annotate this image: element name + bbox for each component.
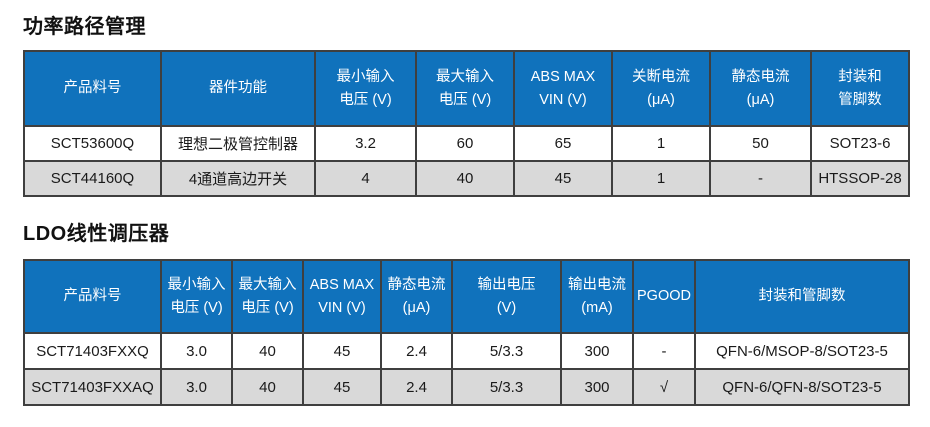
cell-min-input-voltage: 3.0 [160, 368, 233, 406]
col-header-max-input-voltage: 最大输入 电压 (V) [231, 259, 304, 334]
col-header-pgood: PGOOD [632, 259, 696, 334]
cell-min-input-voltage: 4 [314, 160, 417, 197]
cell-device-function: 4通道高边开关 [160, 160, 316, 197]
cell-shutdown-current: 1 [611, 125, 711, 162]
cell-part-number: SCT71403FXXQ [23, 332, 162, 370]
col-header-output-current: 输出电流 (mA) [560, 259, 634, 334]
table-row: SCT53600Q 理想二极管控制器 3.2 60 65 1 50 SOT23-… [23, 125, 910, 162]
col-header-abs-max-vin: ABS MAX VIN (V) [513, 50, 613, 127]
table-row: SCT71403FXXQ 3.0 40 45 2.4 5/3.3 300 - Q… [23, 332, 910, 370]
table-row: SCT71403FXXAQ 3.0 40 45 2.4 5/3.3 300 √ … [23, 368, 910, 406]
col-header-min-input-voltage: 最小输入 电压 (V) [160, 259, 233, 334]
cell-min-input-voltage: 3.0 [160, 332, 233, 370]
col-header-part-number: 产品料号 [23, 50, 162, 127]
cell-abs-max-vin: 65 [513, 125, 613, 162]
cell-part-number: SCT44160Q [23, 160, 162, 197]
cell-pgood: - [632, 332, 696, 370]
cell-part-number: SCT53600Q [23, 125, 162, 162]
cell-abs-max-vin: 45 [302, 332, 382, 370]
col-header-shutdown-current: 关断电流 (μA) [611, 50, 711, 127]
cell-abs-max-vin: 45 [513, 160, 613, 197]
cell-shutdown-current: 1 [611, 160, 711, 197]
cell-output-current: 300 [560, 332, 634, 370]
cell-pgood: √ [632, 368, 696, 406]
table-header-row: 产品料号 器件功能 最小输入 电压 (V) 最大输入 电压 (V) ABS MA… [23, 50, 910, 127]
cell-quiescent-current: 2.4 [380, 368, 453, 406]
cell-output-current: 300 [560, 368, 634, 406]
cell-package-pins: HTSSOP-28 [810, 160, 910, 197]
col-header-max-input-voltage: 最大输入 电压 (V) [415, 50, 515, 127]
cell-abs-max-vin: 45 [302, 368, 382, 406]
col-header-device-function: 器件功能 [160, 50, 316, 127]
power-path-table: 产品料号 器件功能 最小输入 电压 (V) 最大输入 电压 (V) ABS MA… [23, 50, 910, 197]
col-header-part-number: 产品料号 [23, 259, 162, 334]
col-header-package-pins: 封装和 管脚数 [810, 50, 910, 127]
section-title-ldo: LDO线性调压器 [23, 223, 170, 245]
section-title-power-path: 功率路径管理 [23, 16, 146, 38]
col-header-quiescent-current: 静态电流 (μA) [380, 259, 453, 334]
ldo-table: 产品料号 最小输入 电压 (V) 最大输入 电压 (V) ABS MAX VIN… [23, 259, 910, 406]
cell-package-pins: SOT23-6 [810, 125, 910, 162]
cell-output-voltage: 5/3.3 [451, 368, 562, 406]
cell-min-input-voltage: 3.2 [314, 125, 417, 162]
cell-max-input-voltage: 40 [231, 332, 304, 370]
col-header-quiescent-current: 静态电流 (μA) [709, 50, 812, 127]
table-row: SCT44160Q 4通道高边开关 4 40 45 1 - HTSSOP-28 [23, 160, 910, 197]
col-header-min-input-voltage: 最小输入 电压 (V) [314, 50, 417, 127]
cell-max-input-voltage: 60 [415, 125, 515, 162]
table-header-row: 产品料号 最小输入 电压 (V) 最大输入 电压 (V) ABS MAX VIN… [23, 259, 910, 334]
col-header-output-voltage: 输出电压 (V) [451, 259, 562, 334]
cell-package-pins: QFN-6/MSOP-8/SOT23-5 [694, 332, 910, 370]
cell-part-number: SCT71403FXXAQ [23, 368, 162, 406]
cell-quiescent-current: 50 [709, 125, 812, 162]
col-header-package-pins: 封装和管脚数 [694, 259, 910, 334]
col-header-abs-max-vin: ABS MAX VIN (V) [302, 259, 382, 334]
cell-output-voltage: 5/3.3 [451, 332, 562, 370]
page: 功率路径管理 产品料号 器件功能 最小输入 电压 (V) 最大输入 电压 (V)… [23, 16, 910, 406]
cell-quiescent-current: 2.4 [380, 332, 453, 370]
cell-package-pins: QFN-6/QFN-8/SOT23-5 [694, 368, 910, 406]
cell-device-function: 理想二极管控制器 [160, 125, 316, 162]
cell-quiescent-current: - [709, 160, 812, 197]
cell-max-input-voltage: 40 [231, 368, 304, 406]
cell-max-input-voltage: 40 [415, 160, 515, 197]
